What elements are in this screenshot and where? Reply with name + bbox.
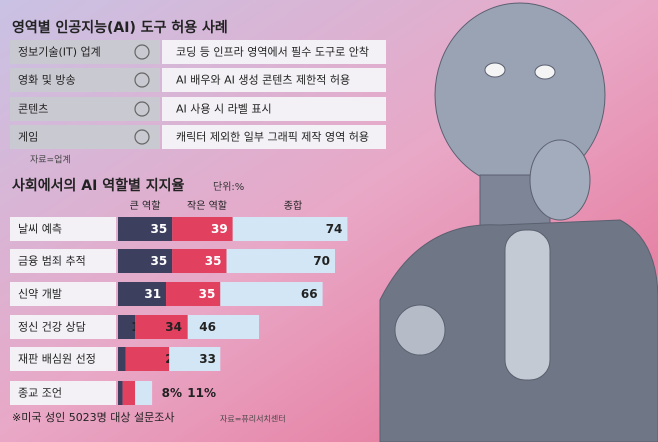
legend-label: 큰 역할 xyxy=(130,200,161,212)
unit-label: 단위:% xyxy=(213,180,244,193)
row-icon xyxy=(134,72,150,88)
bar-segment xyxy=(118,315,136,339)
bar-segment xyxy=(187,315,260,339)
row-text: 코딩 등 인프라 영역에서 필수 도구로 안착 xyxy=(176,46,369,59)
row-text: 캐릭터 제외한 일부 그래픽 제작 영역 허용 xyxy=(176,130,369,144)
value-label: 34 xyxy=(165,320,182,334)
bar-segment xyxy=(122,381,136,405)
row-text-cell xyxy=(162,68,386,92)
chart-note: ※미국 성인 5023명 대상 설문조사 xyxy=(12,411,175,424)
bar-segment xyxy=(232,217,348,241)
category-label: 날씨 예측 xyxy=(18,223,62,236)
row-text-cell xyxy=(162,40,386,64)
value-label: 70 xyxy=(313,254,330,268)
bar-segment xyxy=(172,217,233,241)
value-label: 35 xyxy=(151,254,168,268)
category-label: 신약 개발 xyxy=(18,287,62,301)
row-label: 게임 xyxy=(18,131,38,144)
row-label: 콘텐츠 xyxy=(18,103,48,116)
row-text: AI 배우와 AI 생성 콘텐츠 제한적 허용 xyxy=(176,74,350,87)
robot-illustration xyxy=(379,2,658,442)
value-label: 35 xyxy=(205,254,222,268)
row-text-cell xyxy=(162,125,386,149)
value-label: 74 xyxy=(326,222,343,236)
value-label: 35 xyxy=(199,287,216,301)
bar-segment xyxy=(169,347,221,371)
chart-source: 자료=퓨리서치센터 xyxy=(220,414,286,424)
category-label: 정신 건강 상담 xyxy=(18,321,86,334)
row-text-cell xyxy=(162,97,386,121)
chart-title: 사회에서의 AI 역할별 지지율 xyxy=(12,177,184,194)
bar-segment xyxy=(118,347,126,371)
row-text: AI 사용 시 라벨 표시 xyxy=(176,103,272,116)
value-label: 11% xyxy=(187,386,216,400)
bar-segment xyxy=(135,381,153,405)
value-label: 46 xyxy=(199,320,216,334)
value-label: 31 xyxy=(144,287,161,301)
category-box xyxy=(10,347,116,371)
bar-segment xyxy=(166,282,221,306)
category-label: 종교 조언 xyxy=(18,387,62,400)
category-box xyxy=(10,381,116,405)
row-icon xyxy=(134,101,150,117)
row-label: 영화 및 방송 xyxy=(18,74,76,87)
bar-segment xyxy=(118,249,173,273)
bar-segment xyxy=(172,249,227,273)
value-label: 33 xyxy=(199,352,216,366)
bar-segment xyxy=(125,347,170,371)
table-source: 자료=업계 xyxy=(30,154,71,166)
table-title: 영역별 인공지능(AI) 도구 허용 사례 xyxy=(12,19,228,36)
legend-label: 종합 xyxy=(284,200,302,212)
bar-segment xyxy=(135,315,188,339)
category-box xyxy=(10,249,116,273)
value-label: 66 xyxy=(301,287,318,301)
category-label: 금융 범죄 추적 xyxy=(18,255,86,268)
row-icon xyxy=(134,44,150,60)
value-label: 8% xyxy=(162,386,182,400)
category-box xyxy=(10,217,116,241)
row-icon xyxy=(134,129,150,145)
row-label: 정보기술(IT) 업계 xyxy=(18,46,101,59)
value-label: 39 xyxy=(211,222,228,236)
bar-segment xyxy=(226,249,335,273)
bar-segment xyxy=(118,217,173,241)
category-box xyxy=(10,315,116,339)
category-box xyxy=(10,282,116,306)
bar-segment xyxy=(118,381,123,405)
bar-segment xyxy=(220,282,323,306)
value-label: 35 xyxy=(151,222,168,236)
bar-segment xyxy=(118,282,167,306)
category-label: 재판 배심원 선정 xyxy=(18,353,96,366)
legend-label: 작은 역할 xyxy=(187,200,227,212)
